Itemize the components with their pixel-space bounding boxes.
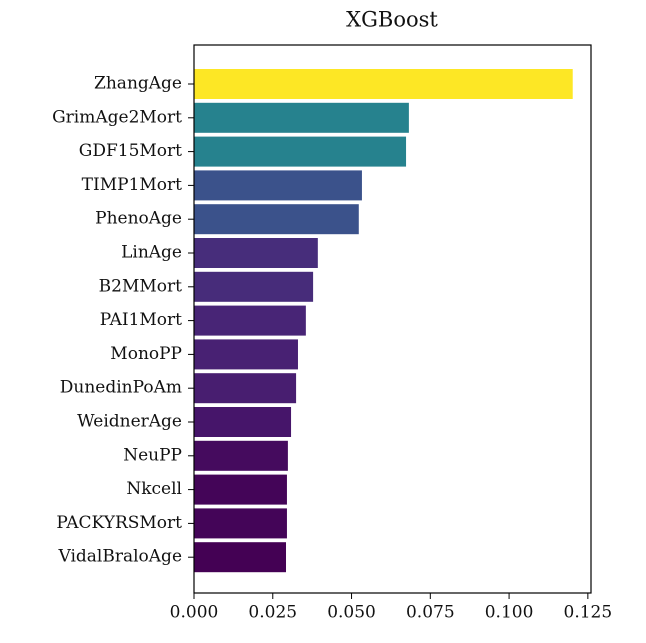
bar (194, 339, 298, 370)
bar (194, 69, 573, 99)
bar (194, 271, 314, 302)
x-tick-label: 0.000 (170, 603, 219, 623)
bar (194, 440, 288, 471)
x-tick-label: 0.125 (564, 603, 613, 623)
y-tick-label: PhenoAge (95, 209, 182, 229)
bar (194, 204, 359, 235)
y-tick-label: GrimAge2Mort (52, 107, 182, 127)
y-tick-label: WeidnerAge (77, 412, 182, 432)
y-tick-label: VidalBraloAge (57, 547, 182, 567)
y-tick-label: Nkcell (126, 479, 182, 499)
y-tick-label: ZhangAge (94, 74, 182, 94)
bar (194, 373, 297, 404)
y-tick-label: GDF15Mort (79, 141, 182, 161)
bar (194, 508, 287, 539)
bar (194, 238, 318, 268)
x-tick-label: 0.050 (327, 603, 376, 623)
bar (194, 170, 362, 201)
y-tick-label: B2MMort (99, 276, 182, 296)
bar (194, 136, 407, 167)
x-tick-label: 0.075 (406, 603, 455, 623)
y-tick-label: PACKYRSMort (56, 513, 182, 533)
plot-frame (193, 44, 592, 594)
y-tick-label: DunedinPoAm (60, 378, 182, 398)
x-tick-label: 0.100 (485, 603, 534, 623)
y-tick-label: LinAge (121, 243, 182, 263)
y-tick-label: NeuPP (123, 445, 182, 465)
y-tick-label: MonoPP (110, 344, 182, 364)
y-tick-label: PAI1Mort (100, 310, 182, 330)
chart-title: XGBoost (346, 8, 438, 32)
x-tick-label: 0.025 (248, 603, 297, 623)
bar (194, 474, 287, 505)
bar (194, 407, 292, 437)
y-tick-label: TIMP1Mort (82, 175, 182, 195)
bar (194, 542, 287, 573)
bar (194, 305, 306, 336)
bar (194, 102, 409, 133)
